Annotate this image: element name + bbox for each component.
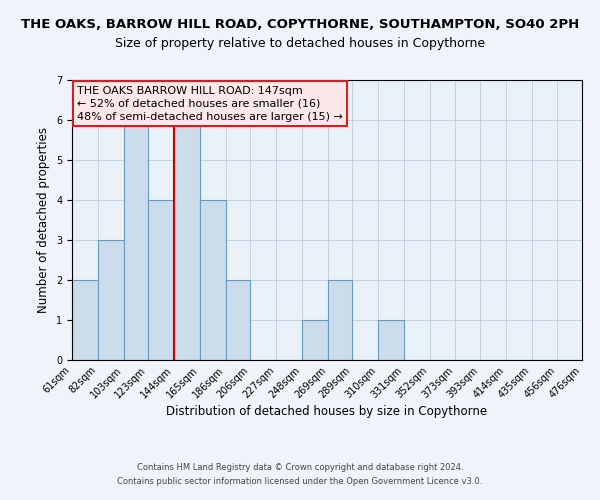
Y-axis label: Number of detached properties: Number of detached properties xyxy=(37,127,50,313)
Text: THE OAKS, BARROW HILL ROAD, COPYTHORNE, SOUTHAMPTON, SO40 2PH: THE OAKS, BARROW HILL ROAD, COPYTHORNE, … xyxy=(21,18,579,30)
Text: THE OAKS BARROW HILL ROAD: 147sqm
← 52% of detached houses are smaller (16)
48% : THE OAKS BARROW HILL ROAD: 147sqm ← 52% … xyxy=(77,86,343,122)
Bar xyxy=(124,120,148,360)
Bar xyxy=(226,280,250,360)
Text: Contains public sector information licensed under the Open Government Licence v3: Contains public sector information licen… xyxy=(118,477,482,486)
Text: Contains HM Land Registry data © Crown copyright and database right 2024.: Contains HM Land Registry data © Crown c… xyxy=(137,464,463,472)
Text: Size of property relative to detached houses in Copythorne: Size of property relative to detached ho… xyxy=(115,38,485,51)
Bar xyxy=(148,200,174,360)
X-axis label: Distribution of detached houses by size in Copythorne: Distribution of detached houses by size … xyxy=(166,406,488,418)
Bar xyxy=(302,320,328,360)
Bar xyxy=(328,280,352,360)
Bar xyxy=(200,200,226,360)
Bar xyxy=(174,120,200,360)
Bar xyxy=(378,320,404,360)
Bar xyxy=(98,240,124,360)
Bar xyxy=(72,280,98,360)
